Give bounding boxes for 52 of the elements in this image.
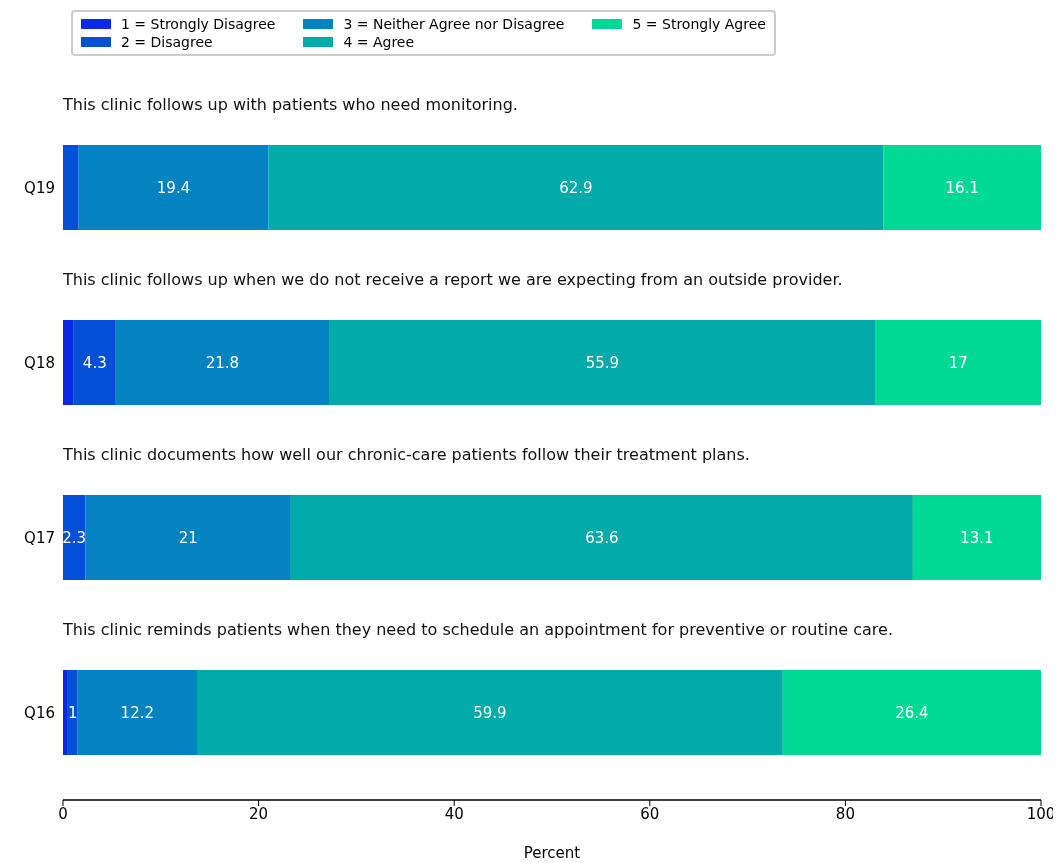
annotation: This clinic follows up with patients who need monitoring. xyxy=(63,94,518,114)
y-tick-label: Q18 xyxy=(24,353,55,372)
bar xyxy=(290,495,913,580)
data-label: 2.3 xyxy=(62,528,87,547)
bar xyxy=(78,145,269,230)
bar xyxy=(912,495,1041,580)
data-label: 55.9 xyxy=(585,353,620,372)
annotation: This clinic follows up when we do not receive a report we are expecting from an outside provider. xyxy=(63,269,843,289)
x-tick-label: 80 xyxy=(835,804,855,823)
bar xyxy=(73,320,116,405)
y-tick-label: Q19 xyxy=(24,178,55,197)
x-tick-label: 0 xyxy=(58,804,68,823)
x-axis-title: Percent xyxy=(523,844,581,862)
bar xyxy=(115,320,330,405)
data-label: 1 xyxy=(68,703,78,722)
bar xyxy=(85,495,291,580)
legend-label: 1 = Strongly Disagree xyxy=(121,16,276,32)
data-label: 19.4 xyxy=(156,178,191,197)
legend-label: 2 = Disagree xyxy=(121,34,213,50)
bar xyxy=(63,670,68,755)
legend-label: 3 = Neither Agree nor Disagree xyxy=(343,16,565,32)
x-tick-label: 60 xyxy=(640,804,660,823)
data-label: 59.9 xyxy=(473,703,507,722)
x-tick-label: 20 xyxy=(249,804,269,823)
data-label: 63.6 xyxy=(585,528,619,547)
bar xyxy=(63,320,74,405)
bar xyxy=(883,145,1041,230)
bar xyxy=(63,145,79,230)
data-label: 16.1 xyxy=(945,178,979,197)
x-tick-label: 40 xyxy=(444,804,464,823)
annotation: This clinic documents how well our chronic-care patients follow their treatment plans. xyxy=(63,444,750,464)
legend-label: 5 = Strongly Agree xyxy=(632,16,766,32)
bar xyxy=(67,670,78,755)
bar xyxy=(77,670,197,755)
bar xyxy=(875,320,1041,405)
data-label: 21 xyxy=(178,528,198,547)
y-tick-label: Q17 xyxy=(24,528,55,547)
data-label: 62.9 xyxy=(559,178,593,197)
bar xyxy=(268,145,884,230)
data-label: 13.1 xyxy=(960,528,994,547)
bar xyxy=(63,495,86,580)
legend-label: 4 = Agree xyxy=(343,34,415,50)
data-label: 4.3 xyxy=(82,353,107,372)
bar xyxy=(329,320,876,405)
annotation: This clinic reminds patients when they need to schedule an appointment for preventive or routine care. xyxy=(63,619,893,639)
bar xyxy=(782,670,1041,755)
data-label: 26.4 xyxy=(895,703,929,722)
bar xyxy=(196,670,783,755)
data-label: 12.2 xyxy=(120,703,155,722)
data-label: 17 xyxy=(948,353,968,372)
y-tick-label: Q16 xyxy=(24,703,55,722)
data-label: 21.8 xyxy=(205,353,240,372)
